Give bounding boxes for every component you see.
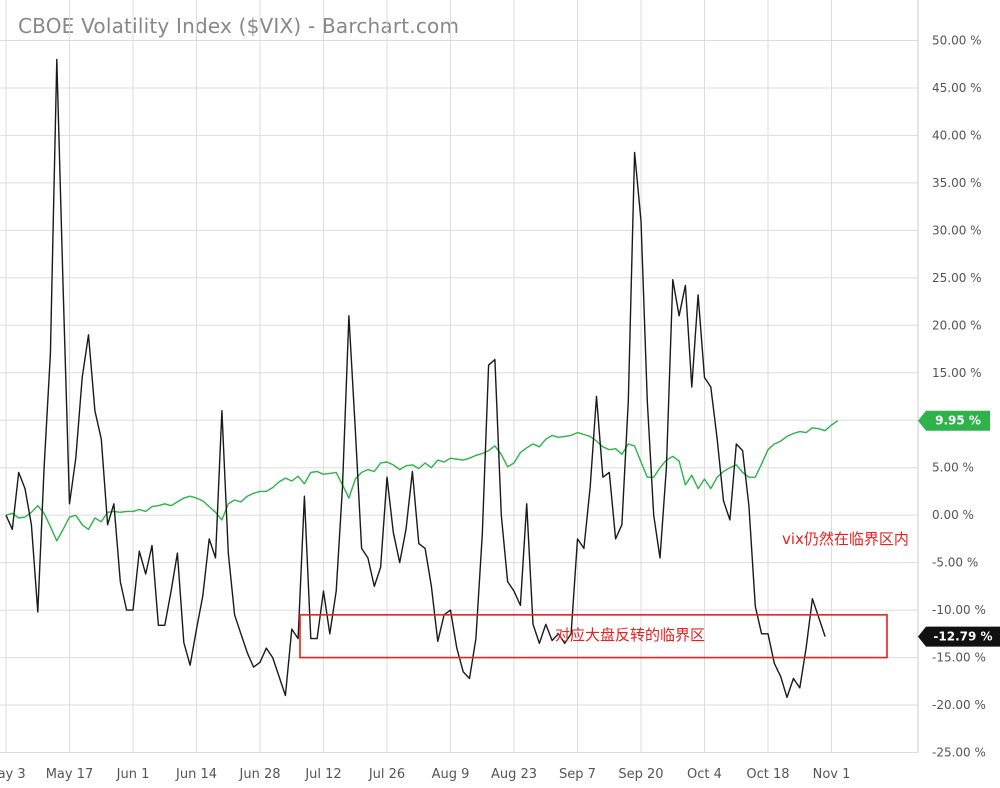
x-tick-label: Nov 1 xyxy=(813,767,851,782)
x-tick-label: Jul 26 xyxy=(368,767,405,782)
x-tick-label: Oct 18 xyxy=(746,767,789,782)
y-tick-label: 25.00 % xyxy=(932,271,982,285)
x-tick-label: Jun 28 xyxy=(239,767,281,782)
y-tick-label: 30.00 % xyxy=(932,223,982,237)
y-tick-label: 35.00 % xyxy=(932,176,982,190)
vix-last-badge xyxy=(918,626,1000,647)
series-line xyxy=(5,58,826,699)
y-tick-label: -5.00 % xyxy=(932,556,978,570)
y-tick-label: -25.00 % xyxy=(932,746,986,760)
x-tick-label: Aug 23 xyxy=(491,767,537,782)
x-tick-label: Sep 20 xyxy=(618,767,663,782)
vix-annotation: vix仍然在临界区内 xyxy=(782,530,909,548)
x-tick-label: Jun 1 xyxy=(116,767,150,782)
series-line xyxy=(5,420,839,542)
y-tick-label: -10.00 % xyxy=(932,603,986,617)
sma-last-badge xyxy=(918,410,990,431)
x-tick-label: May 17 xyxy=(46,767,94,782)
critical-zone-label: 对应大盘反转的临界区 xyxy=(555,626,705,644)
y-tick-label: -20.00 % xyxy=(932,698,986,712)
x-tick-label: Sep 7 xyxy=(559,767,596,782)
y-tick-label: 45.00 % xyxy=(932,81,982,95)
y-tick-label: 5.00 % xyxy=(932,461,974,475)
x-tick-label: Jul 12 xyxy=(304,767,341,782)
badge-label: -12.79 % xyxy=(933,630,992,644)
y-tick-label: 0.00 % xyxy=(932,508,974,522)
badge-label: 9.95 % xyxy=(935,414,981,428)
critical-zone-box xyxy=(299,614,888,659)
y-tick-label: -15.00 % xyxy=(932,651,986,665)
y-tick-label: 20.00 % xyxy=(932,318,982,332)
x-tick-label: May 3 xyxy=(0,767,26,782)
y-tick-label: 15.00 % xyxy=(932,366,982,380)
y-tick-label: 40.00 % xyxy=(932,128,982,142)
x-tick-label: Jun 14 xyxy=(175,767,217,782)
chart-title: CBOE Volatility Index ($VIX) - Barchart.… xyxy=(18,14,460,38)
x-tick-label: Aug 9 xyxy=(432,767,470,782)
y-tick-label: 50.00 % xyxy=(932,34,982,48)
x-tick-label: Oct 4 xyxy=(687,767,722,782)
